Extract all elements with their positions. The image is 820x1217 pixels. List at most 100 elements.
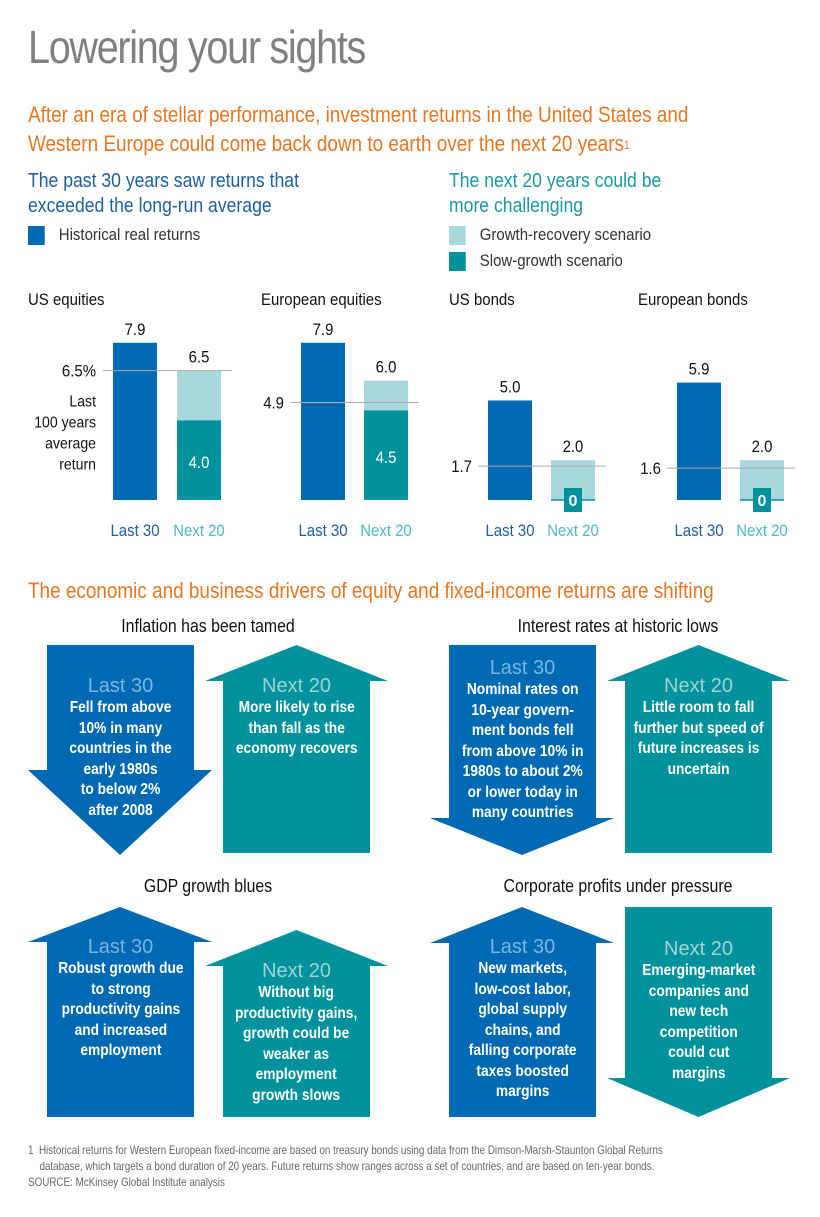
chart-title-european-bonds: European bonds xyxy=(638,290,748,309)
past-section-heading: The past 30 years saw returns that excee… xyxy=(28,169,299,219)
past-heading-line-1: The past 30 years saw returns that xyxy=(28,170,299,192)
driver-description-line: productivity gains xyxy=(61,1001,180,1018)
driver-description: Robust growth due to strong productivity g… xyxy=(58,959,183,1062)
driver-description-line: than fall as the xyxy=(248,719,345,737)
bar-label-last-30: 5.0 xyxy=(500,379,521,397)
legend-label-growth-recovery: Growth-recovery scenario xyxy=(479,225,652,244)
driver-description-line: and increased xyxy=(74,1021,167,1039)
reference-note: return xyxy=(59,456,96,474)
page-title: Lowering your sights xyxy=(28,21,366,73)
bar-label-slow-growth: 0 xyxy=(758,493,767,510)
driver-description-line: margins xyxy=(671,1064,726,1082)
driver-description-line: further but speed of xyxy=(633,719,764,737)
driver-description-line: chains, and xyxy=(484,1021,561,1039)
driver-description-line: future increases is xyxy=(637,740,760,757)
next-heading-line-1: The next 20 years could be xyxy=(449,170,662,192)
legend-item-historical: Historical real returns xyxy=(28,225,200,245)
driver-description-line: new tech xyxy=(669,1003,728,1020)
reference-note: average xyxy=(45,435,96,453)
bar-label-slow-growth: 4.5 xyxy=(376,449,397,467)
legend-label-slow-growth: Slow-growth scenario xyxy=(479,251,623,270)
arrow-up-next-20-icon xyxy=(205,930,388,1117)
footnote-line-1: Historical returns for Western European … xyxy=(38,1143,663,1157)
bar-last-30 xyxy=(113,342,157,500)
source-note: SOURCE: McKinsey Global Institute analys… xyxy=(28,1175,225,1189)
driver-card-next-20: Next 20 More likely to rise than fall as t… xyxy=(209,675,384,760)
driver-card-next-20: Next 20 Emerging-market companies and new t… xyxy=(611,938,786,1084)
category-label-last-30: Last 30 xyxy=(298,522,347,540)
arrow-up-next-20-icon xyxy=(607,645,790,853)
legend-item-slow-growth: Slow-growth scenario xyxy=(449,251,623,271)
driver-description: More likely to rise than fall as the econo… xyxy=(236,698,358,760)
legend-item-growth-recovery: Growth-recovery scenario xyxy=(449,225,651,245)
bar-label-slow-growth: 0 xyxy=(569,493,578,510)
driver-description-line: employment xyxy=(79,1042,162,1059)
driver-description-line: from above 10% in xyxy=(461,742,584,760)
bar-label-growth-recovery: 6.5 xyxy=(189,349,210,367)
driver-group-title: Interest rates at historic lows xyxy=(517,616,719,636)
next-section-heading: The next 20 years could be more challeng… xyxy=(449,169,661,219)
chart-title-european-equities: European equities xyxy=(261,290,382,309)
driver-description-line: growth slows xyxy=(252,1086,341,1104)
category-label-last-30: Last 30 xyxy=(485,522,534,540)
arrow-up-next-20-icon xyxy=(205,645,388,853)
reference-label: 4.9 xyxy=(263,395,284,413)
driver-card-next-20: Next 20 Little room to fall further but sp… xyxy=(611,675,786,780)
category-label-next-20: Next 20 xyxy=(173,522,225,540)
driver-description-line: companies and xyxy=(648,982,749,1000)
driver-description-line: Nominal rates on xyxy=(466,681,579,698)
bar-label-growth-recovery: 2.0 xyxy=(563,438,584,456)
driver-description-line: Emerging-market xyxy=(641,962,756,979)
chart-title-us-bonds: US bonds xyxy=(449,290,515,309)
driver-description-line: Without big xyxy=(258,984,335,1001)
zero-value-badge xyxy=(753,488,771,512)
reference-label: 1.6 xyxy=(640,460,661,478)
driver-description-line: economy recovers xyxy=(235,740,358,757)
category-label-next-20: Next 20 xyxy=(736,522,788,540)
legend-label-historical: Historical real returns xyxy=(58,225,201,244)
driver-period-label: Next 20 xyxy=(664,675,733,697)
driver-description-line: uncertain xyxy=(667,760,730,778)
legend-swatch-historical xyxy=(28,225,45,245)
driver-description-line: or lower today in xyxy=(467,783,578,801)
category-label-next-20: Next 20 xyxy=(547,522,599,540)
driver-description: Emerging-market companies and new tech comp… xyxy=(642,961,755,1084)
driver-period-label: Next 20 xyxy=(664,938,733,960)
driver-description: New markets, low-cost labor, global supply… xyxy=(469,959,577,1103)
reference-note: 100 years xyxy=(34,414,96,432)
driver-description: Fell from above 10% in many countries in t… xyxy=(69,698,171,821)
reference-label: 6.5% xyxy=(62,363,96,381)
driver-group-title: GDP growth blues xyxy=(143,876,273,896)
driver-description: Nominal rates on 10-year govern-ment bond… xyxy=(462,680,584,824)
arrow-up-last-30-icon xyxy=(28,907,212,1117)
driver-description-line: 10% in many xyxy=(78,719,163,737)
driver-card-next-20: Next 20 Without big productivity gains, gro… xyxy=(209,960,384,1106)
bar-last-30 xyxy=(677,382,721,500)
driver-description-line: Robust growth due xyxy=(57,960,184,977)
driver-description-line: employment xyxy=(255,1066,338,1083)
footnote-marker: 1 xyxy=(623,138,630,152)
category-label-last-30: Last 30 xyxy=(110,522,159,540)
next-heading-line-2: more challenging xyxy=(449,195,584,217)
driver-description-line: 1980s to about 2% xyxy=(462,763,583,780)
footnote-line-2: database, which targets a bond duration … xyxy=(39,1159,655,1173)
legend-swatch-growth-recovery xyxy=(449,225,466,245)
reference-note: Last xyxy=(69,393,96,411)
bar-last-30 xyxy=(488,400,532,500)
driver-description-line: growth could be xyxy=(243,1025,350,1042)
driver-period-label: Last 30 xyxy=(87,936,154,958)
driver-period-label: Last 30 xyxy=(489,657,556,679)
driver-card-last-30: Last 30 Robust growth due to strong product… xyxy=(33,936,208,1062)
zero-value-badge xyxy=(564,488,582,512)
driver-card-last-30: Last 30 Nominal rates on 10-year govern-me… xyxy=(435,657,610,824)
bar-label-growth-recovery: 2.0 xyxy=(752,438,773,456)
driver-description-line: early 1980s xyxy=(83,760,158,778)
driver-description-line: New markets, xyxy=(478,960,567,977)
driver-description-line: Little room to fall xyxy=(642,699,755,716)
arrow-down-next-20-icon xyxy=(607,907,790,1117)
driver-description-line: 10-year govern- xyxy=(471,701,574,719)
subtitle-line-2: Western Europe could come back down to e… xyxy=(28,131,624,156)
reference-label: 1.7 xyxy=(451,458,472,476)
bar-last-30 xyxy=(301,342,345,500)
driver-group-title: Corporate profits under pressure xyxy=(503,876,733,896)
